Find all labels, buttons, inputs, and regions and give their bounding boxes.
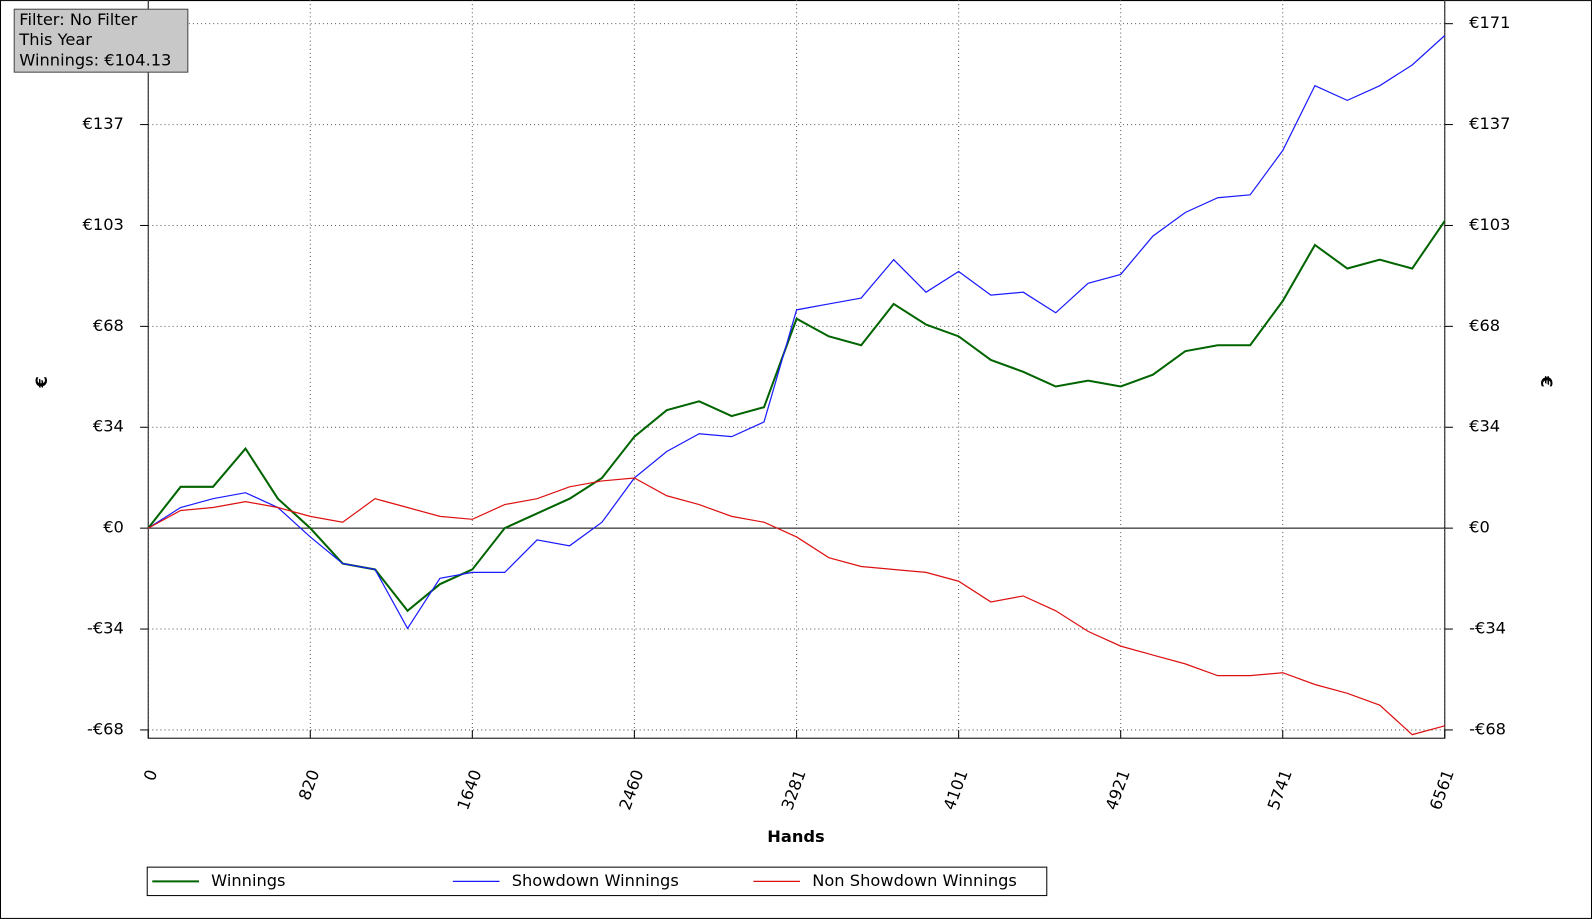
y2-tick-label: €137 bbox=[1469, 114, 1510, 133]
y2-tick-label: -€68 bbox=[1469, 719, 1506, 738]
y2-tick-label: €0 bbox=[1469, 518, 1490, 537]
info-text: Winnings: €104.13 bbox=[19, 50, 171, 69]
legend-items: Winnings Showdown Winnings Non Showdown Wi… bbox=[152, 871, 1017, 890]
y-axis-label: € bbox=[32, 376, 51, 388]
y-tick-label: -€68 bbox=[87, 719, 124, 738]
series-line bbox=[147, 477, 1445, 736]
legend-label: Non Showdown Winnings bbox=[812, 871, 1017, 890]
legend-label: Winnings bbox=[211, 871, 285, 890]
series-line bbox=[147, 35, 1446, 630]
y-tick-label: €0 bbox=[103, 518, 124, 537]
y-tick-label: -€34 bbox=[87, 619, 124, 638]
y-tick-label: €137 bbox=[83, 114, 124, 133]
info-text: This Year bbox=[18, 30, 92, 49]
x-axis-label: Hands bbox=[767, 827, 824, 846]
y2-tick-label: -€34 bbox=[1469, 619, 1506, 638]
legend bbox=[146, 866, 1048, 897]
info-text: Filter: No Filter bbox=[19, 10, 137, 29]
legend-label: Showdown Winnings bbox=[512, 871, 679, 890]
y-tick-label: €68 bbox=[93, 316, 124, 335]
y2-axis-label: € bbox=[1537, 375, 1556, 387]
y-tick-label: €103 bbox=[83, 215, 124, 234]
y2-tick-label: €68 bbox=[1469, 316, 1500, 335]
y2-tick-label: €103 bbox=[1469, 215, 1510, 234]
y-tick-label: €34 bbox=[93, 417, 124, 436]
info-box bbox=[13, 8, 189, 73]
y2-tick-label: €171 bbox=[1469, 13, 1510, 32]
y2-tick-label: €34 bbox=[1469, 417, 1500, 436]
